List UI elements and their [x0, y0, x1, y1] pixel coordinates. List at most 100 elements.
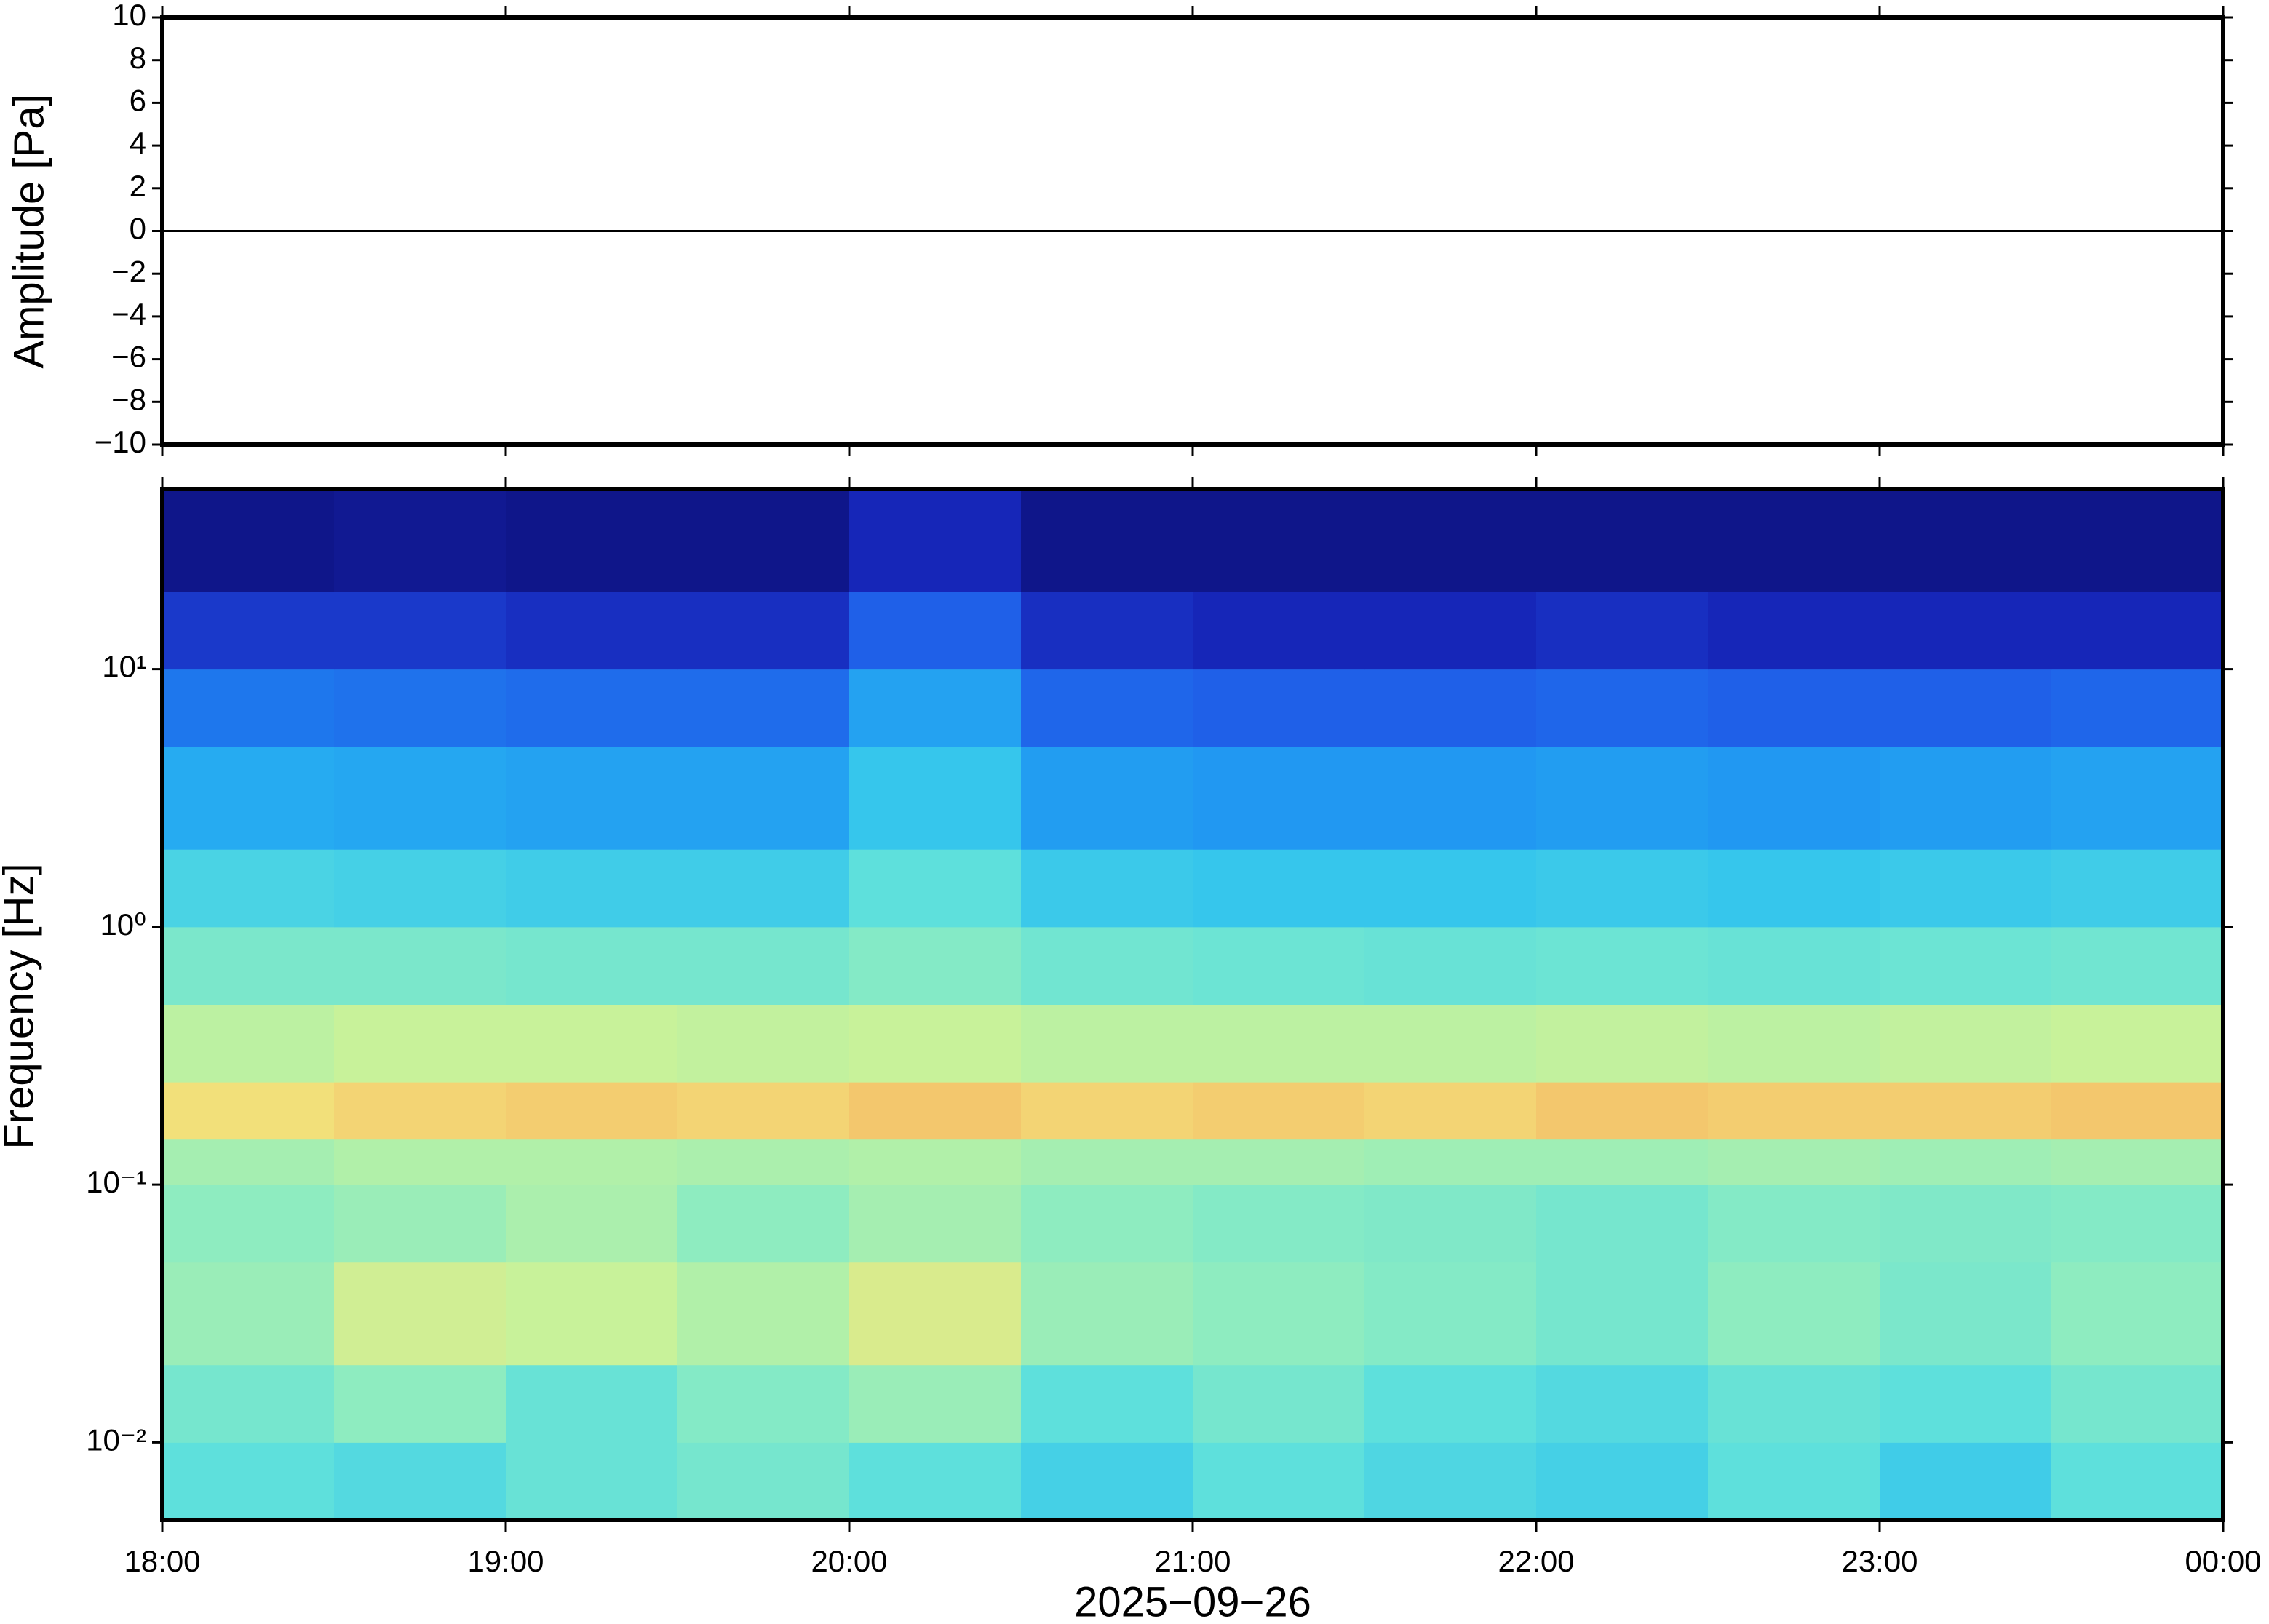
spectrogram-cell: [849, 1082, 1022, 1140]
y-tick-label: 8: [130, 41, 146, 75]
spectrogram-cell: [1364, 1442, 1537, 1521]
spectrogram-cell: [1193, 1262, 1365, 1366]
spectrogram-cell: [334, 1442, 506, 1521]
spectrogram-cell: [1021, 747, 1193, 850]
spectrogram-cell: [1708, 926, 1880, 1005]
spectrogram-cell: [334, 1139, 506, 1185]
spectrogram-cell: [1880, 591, 2052, 670]
spectrogram-cell: [1880, 1364, 2052, 1443]
spectrogram-cell: [1708, 1442, 1880, 1521]
spectrogram-cell: [506, 591, 678, 670]
spectrogram-cell: [677, 1185, 850, 1263]
spectrogram-cell: [677, 849, 850, 928]
spectrogram-cell: [1021, 1185, 1193, 1263]
spectrogram-cell: [1193, 1364, 1365, 1443]
spectrogram-cell: [162, 489, 335, 592]
spectrogram-cell: [1880, 747, 2052, 850]
spectrogram-cell: [677, 1364, 850, 1443]
y-tick-label: 10⁻¹: [86, 1165, 146, 1199]
spectrogram-cell: [1536, 489, 1709, 592]
spectrogram-cell: [1364, 849, 1537, 928]
spectrogram-cell: [1880, 1185, 2052, 1263]
spectrogram-cell: [334, 747, 506, 850]
spectrogram-cell: [506, 1082, 678, 1140]
spectrogram-cell: [1536, 1442, 1709, 1521]
y-tick-label: 0: [130, 212, 146, 246]
spectrogram-cell: [1364, 1364, 1537, 1443]
spectrogram-cell: [334, 489, 506, 592]
x-tick-label: 21:00: [1154, 1544, 1231, 1578]
y-tick-label: 6: [130, 83, 146, 117]
spectrogram-cell: [1708, 591, 1880, 670]
spectrogram-cell: [2051, 1139, 2224, 1185]
spectrogram-cell: [1021, 1364, 1193, 1443]
spectrogram-cell: [1880, 1082, 2052, 1140]
spectrogram-cell: [677, 489, 850, 592]
x-tick-label: 20:00: [811, 1544, 887, 1578]
spectrogram-cell: [1021, 926, 1193, 1005]
spectrogram-cell: [334, 849, 506, 928]
spectrogram-cell: [849, 1364, 1022, 1443]
spectrogram-cell: [162, 849, 335, 928]
y-tick-label: 10⁰: [100, 907, 146, 942]
spectrogram-cell: [2051, 747, 2224, 850]
spectrogram-cell: [677, 1004, 850, 1083]
spectrogram-cell: [1193, 669, 1365, 747]
spectrogram-cell: [1021, 849, 1193, 928]
spectrogram-cell: [2051, 489, 2224, 592]
spectrogram-cell: [1193, 1139, 1365, 1185]
spectrogram-cell: [677, 669, 850, 747]
spectrogram-cell: [849, 747, 1022, 850]
spectrogram-cell: [677, 747, 850, 850]
spectrogram-cell: [1536, 591, 1709, 670]
spectrogram-cell: [506, 926, 678, 1005]
spectrogram-cell: [506, 747, 678, 850]
spectrogram-cell: [1364, 669, 1537, 747]
spectrogram-cell: [334, 1082, 506, 1140]
spectrogram-cell: [506, 1262, 678, 1366]
y-tick-label: 10⁻²: [86, 1422, 146, 1457]
spectrogram-cell: [1880, 489, 2052, 592]
spectrogram-cell: [2051, 669, 2224, 747]
y-tick-label: 10: [112, 0, 146, 32]
spectrogram-cell: [1708, 1185, 1880, 1263]
spectrogram-cell: [334, 926, 506, 1005]
spectrogram-cell: [1536, 926, 1709, 1005]
spectrogram-cell: [1193, 1082, 1365, 1140]
y-axis-label: Amplitude [Pa]: [5, 94, 52, 368]
y-tick-label: 10¹: [102, 650, 146, 684]
spectrogram-cell: [1536, 849, 1709, 928]
spectrogram-cell: [849, 849, 1022, 928]
spectrogram-cell: [1193, 1004, 1365, 1083]
spectrogram-cell: [1536, 1262, 1709, 1366]
spectrogram-cell: [162, 591, 335, 670]
spectrogram-cell: [506, 1139, 678, 1185]
spectrogram-cell: [1021, 1082, 1193, 1140]
spectrogram-cell: [334, 1185, 506, 1263]
spectrogram-cell: [1364, 926, 1537, 1005]
spectrogram-cell: [2051, 1082, 2224, 1140]
spectrogram-cell: [849, 1139, 1022, 1185]
x-tick-label: 18:00: [124, 1544, 200, 1578]
spectrogram-cell: [1193, 1442, 1365, 1521]
spectrogram-cell: [1364, 591, 1537, 670]
spectrogram-cell: [1708, 1139, 1880, 1185]
spectrogram-cell: [1021, 1004, 1193, 1083]
spectrogram-cell: [849, 1262, 1022, 1366]
spectrogram-cell: [1364, 1262, 1537, 1366]
spectrogram-cell: [1536, 1004, 1709, 1083]
spectrogram-cell: [1536, 747, 1709, 850]
spectrogram-cell: [506, 669, 678, 747]
spectrogram-cell: [1021, 1139, 1193, 1185]
x-tick-label: 19:00: [467, 1544, 544, 1578]
spectrogram-cell: [1364, 1082, 1537, 1140]
spectrogram-cell: [1364, 1139, 1537, 1185]
spectrogram-cell: [1880, 849, 2052, 928]
y-tick-label: −8: [111, 382, 146, 416]
spectrogram-cell: [506, 1442, 678, 1521]
spectrogram-cell: [334, 1004, 506, 1083]
y-tick-label: −6: [111, 340, 146, 374]
spectrogram-cell: [1193, 1185, 1365, 1263]
x-tick-label: 22:00: [1498, 1544, 1574, 1578]
